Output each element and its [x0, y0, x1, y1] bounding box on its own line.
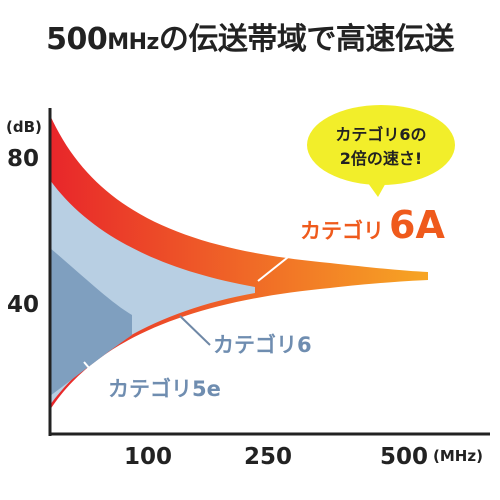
label-cat6a-prefix: カテゴリ — [300, 219, 384, 243]
x-tick-100: 100 — [124, 444, 172, 470]
callout-bubble: カテゴリ6の 2倍の速さ! — [307, 105, 455, 197]
headline-value: 500 — [46, 22, 108, 57]
label-cat6: カテゴリ6 — [179, 315, 312, 357]
leader-cat6a — [257, 245, 303, 282]
label-cat5e-text: カテゴリ5e — [108, 377, 221, 401]
y-tick-40: 40 — [7, 292, 39, 318]
callout-line2: 2倍の速さ! — [340, 149, 422, 168]
label-cat6a: カテゴリ 6A — [257, 203, 445, 282]
leader-cat6 — [179, 315, 211, 346]
callout-line1: カテゴリ6の — [335, 125, 426, 144]
headline-rest: の伝送帯域で高速伝送 — [158, 22, 455, 57]
y-axis-label: (dB) — [6, 118, 42, 136]
leader-cat5e — [83, 361, 107, 389]
area-cat6a — [50, 115, 428, 410]
callout-ellipse — [307, 105, 455, 185]
x-axis-label: (MHz) — [433, 447, 483, 465]
label-cat6a-text: カテゴリ 6A — [300, 203, 445, 247]
label-cat6a-suffix: 6A — [389, 203, 445, 247]
area-cat5e — [50, 248, 132, 396]
page-title: 500MHzの伝送帯域で高速伝送 — [0, 14, 500, 58]
y-tick-80: 80 — [7, 146, 39, 172]
headline-unit: MHz — [107, 30, 159, 55]
label-cat6-text: カテゴリ6 — [213, 333, 312, 357]
x-tick-500: 500 — [380, 444, 428, 470]
label-cat5e: カテゴリ5e — [83, 361, 221, 401]
x-tick-250: 250 — [244, 444, 292, 470]
